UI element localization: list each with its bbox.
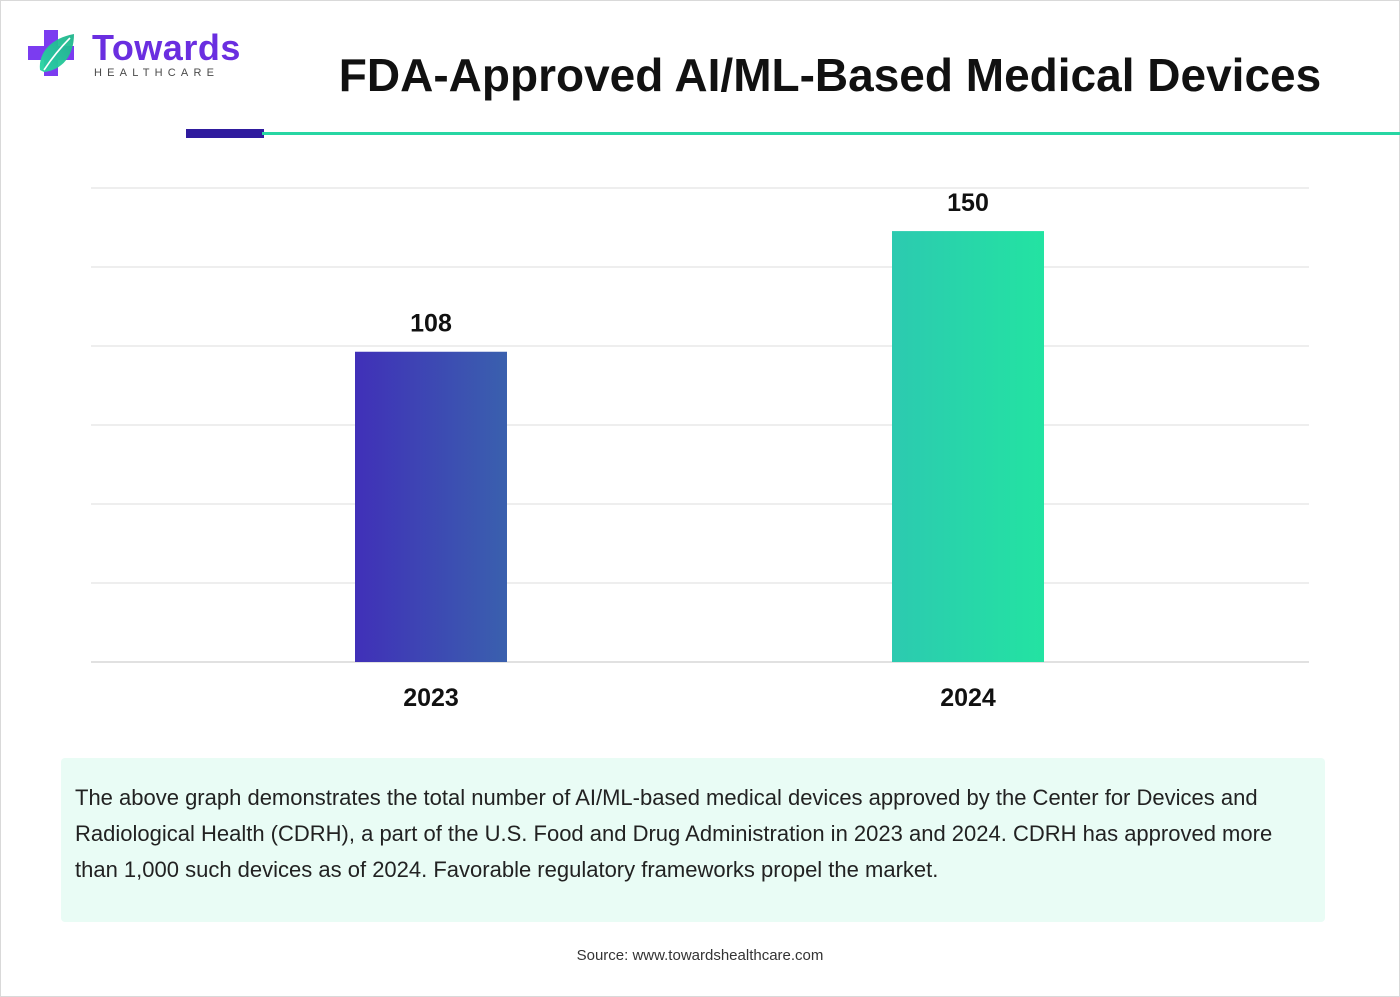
x-tick-label-2024: 2024 [940,684,996,712]
description-box: The above graph demonstrates the total n… [61,758,1325,922]
chart-labels: 108 2023 150 2024 [403,189,996,712]
data-label-2023: 108 [410,310,452,338]
brand-name: Towards [92,27,241,68]
title-divider-line [262,132,1400,135]
chart-bars [355,231,1044,662]
medical-cross-leaf-icon [28,30,74,76]
bar-2024 [892,231,1044,662]
chart-gridlines [91,187,1309,663]
bar-2023 [355,351,507,662]
brand-tagline: HEALTHCARE [94,67,220,79]
description-text: The above graph demonstrates the total n… [75,785,1273,882]
source-note: Source: www.towardshealthcare.com [576,947,824,964]
bar-chart: 108 2023 150 2024 [91,187,1309,712]
x-tick-label-2023: 2023 [403,684,459,712]
page-title: FDA-Approved AI/ML-Based Medical Devices [338,49,1322,101]
title-accent-bar [186,129,264,138]
brand-logo: Towards HEALTHCARE [22,24,240,86]
data-label-2024: 150 [947,189,989,217]
